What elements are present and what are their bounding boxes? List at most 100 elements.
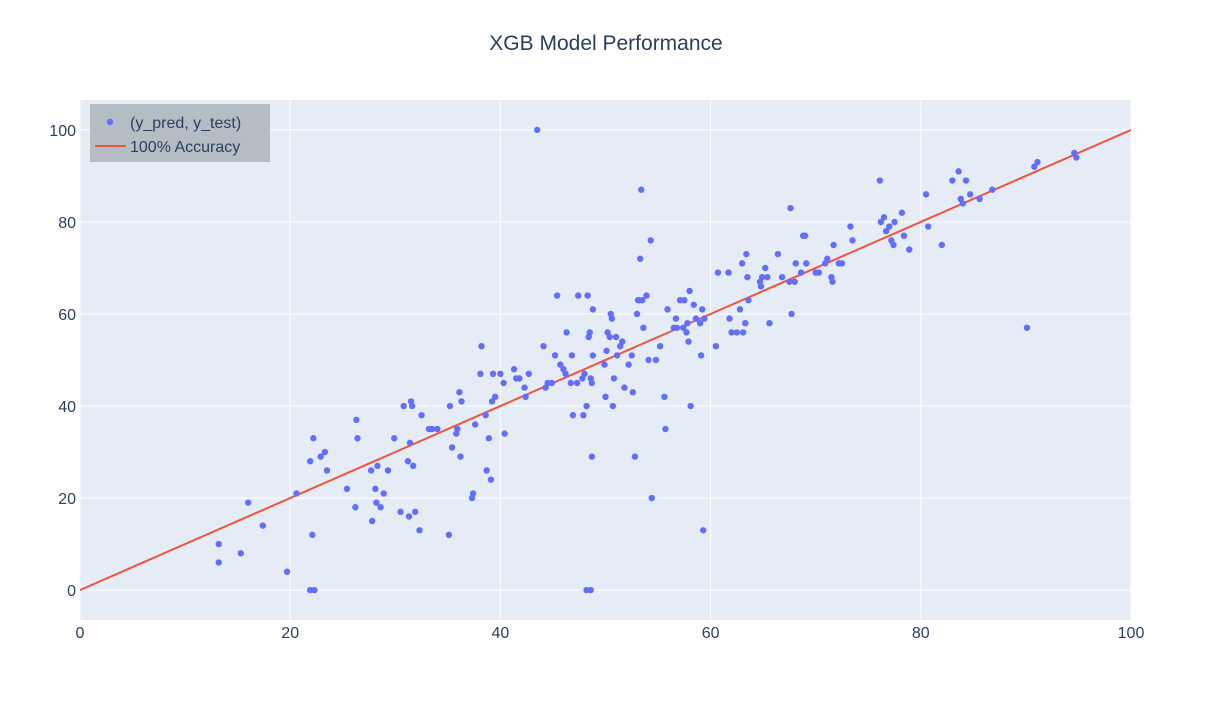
data-point [311,586,318,594]
data-point [966,191,974,198]
data-point [454,425,461,433]
data-point [377,504,384,511]
data-point [744,273,751,281]
data-point [589,352,597,359]
x-tick-label: 100 [1118,625,1145,642]
data-point [589,306,597,313]
data-point [876,177,884,184]
legend-box [90,104,270,162]
data-point [581,370,588,378]
data-point [309,531,316,539]
data-point [606,333,613,341]
data-point [673,324,681,331]
data-point [586,329,593,336]
data-point [522,393,529,401]
data-point [680,324,687,331]
data-point [638,186,645,193]
data-point [829,278,836,285]
data-point [283,568,291,575]
data-point [959,200,967,207]
data-point [664,306,671,313]
data-point [428,425,436,433]
data-point [1031,163,1038,170]
data-point [489,370,497,378]
data-point [343,485,351,493]
data-point [580,412,587,419]
data-point [778,273,786,281]
data-point [629,389,637,396]
data-point [700,527,707,534]
data-point [310,435,317,442]
data-point [758,273,766,281]
data-point [485,435,493,442]
data-point [391,435,398,442]
data-point [477,370,484,378]
data-point [446,402,454,410]
data-point [736,306,744,313]
data-point [548,379,556,387]
data-point [516,375,523,382]
data-point [588,453,596,460]
data-point [380,490,387,497]
data-point [728,329,735,336]
data-point [701,315,708,322]
data-point [469,490,477,497]
data-point [405,513,413,520]
data-point [698,306,706,313]
data-point [583,402,590,410]
data-point [619,338,626,345]
data-point [397,508,404,516]
data-point [601,361,608,368]
data-point [553,292,561,299]
data-point [603,347,610,354]
data-point [584,292,591,299]
y-tick-label: 0 [67,583,76,600]
data-point [938,241,946,249]
data-point [738,260,746,267]
data-point [352,504,359,511]
data-point [803,260,810,267]
data-point [786,278,793,285]
chart-title: XGB Model Performance [489,32,722,55]
data-point [491,393,499,401]
data-point [788,310,795,318]
data-point [877,218,885,226]
data-point [400,402,407,410]
data-point [448,444,456,451]
data-point [416,527,423,534]
data-point [725,269,732,276]
data-point [847,223,854,230]
y-tick-label: 80 [58,215,76,232]
accuracy-line [80,128,1131,592]
data-point [367,467,375,474]
x-tick-label: 40 [492,625,510,642]
data-point [621,384,628,391]
data-point [697,352,705,359]
data-point [830,241,837,249]
data-point [483,467,490,474]
data-point [418,412,425,419]
data-point [323,467,331,474]
data-point [882,227,890,235]
data-point [372,485,379,493]
data-point [739,329,747,336]
data-point [406,439,414,447]
data-point [354,435,361,442]
data-point [762,264,769,272]
data-point [989,186,996,193]
data-point [745,296,752,304]
data-point [976,195,983,203]
data-point [215,540,222,548]
data-point [643,292,650,299]
data-point [886,223,893,230]
data-point [471,421,479,428]
x-tick-label: 0 [76,625,85,642]
data-point [898,209,906,216]
data-point [497,370,504,378]
data-point [487,476,495,483]
data-point [384,467,392,474]
data-point [588,379,596,387]
data-point [408,402,416,410]
data-point [662,425,669,433]
data-point [1034,158,1041,166]
